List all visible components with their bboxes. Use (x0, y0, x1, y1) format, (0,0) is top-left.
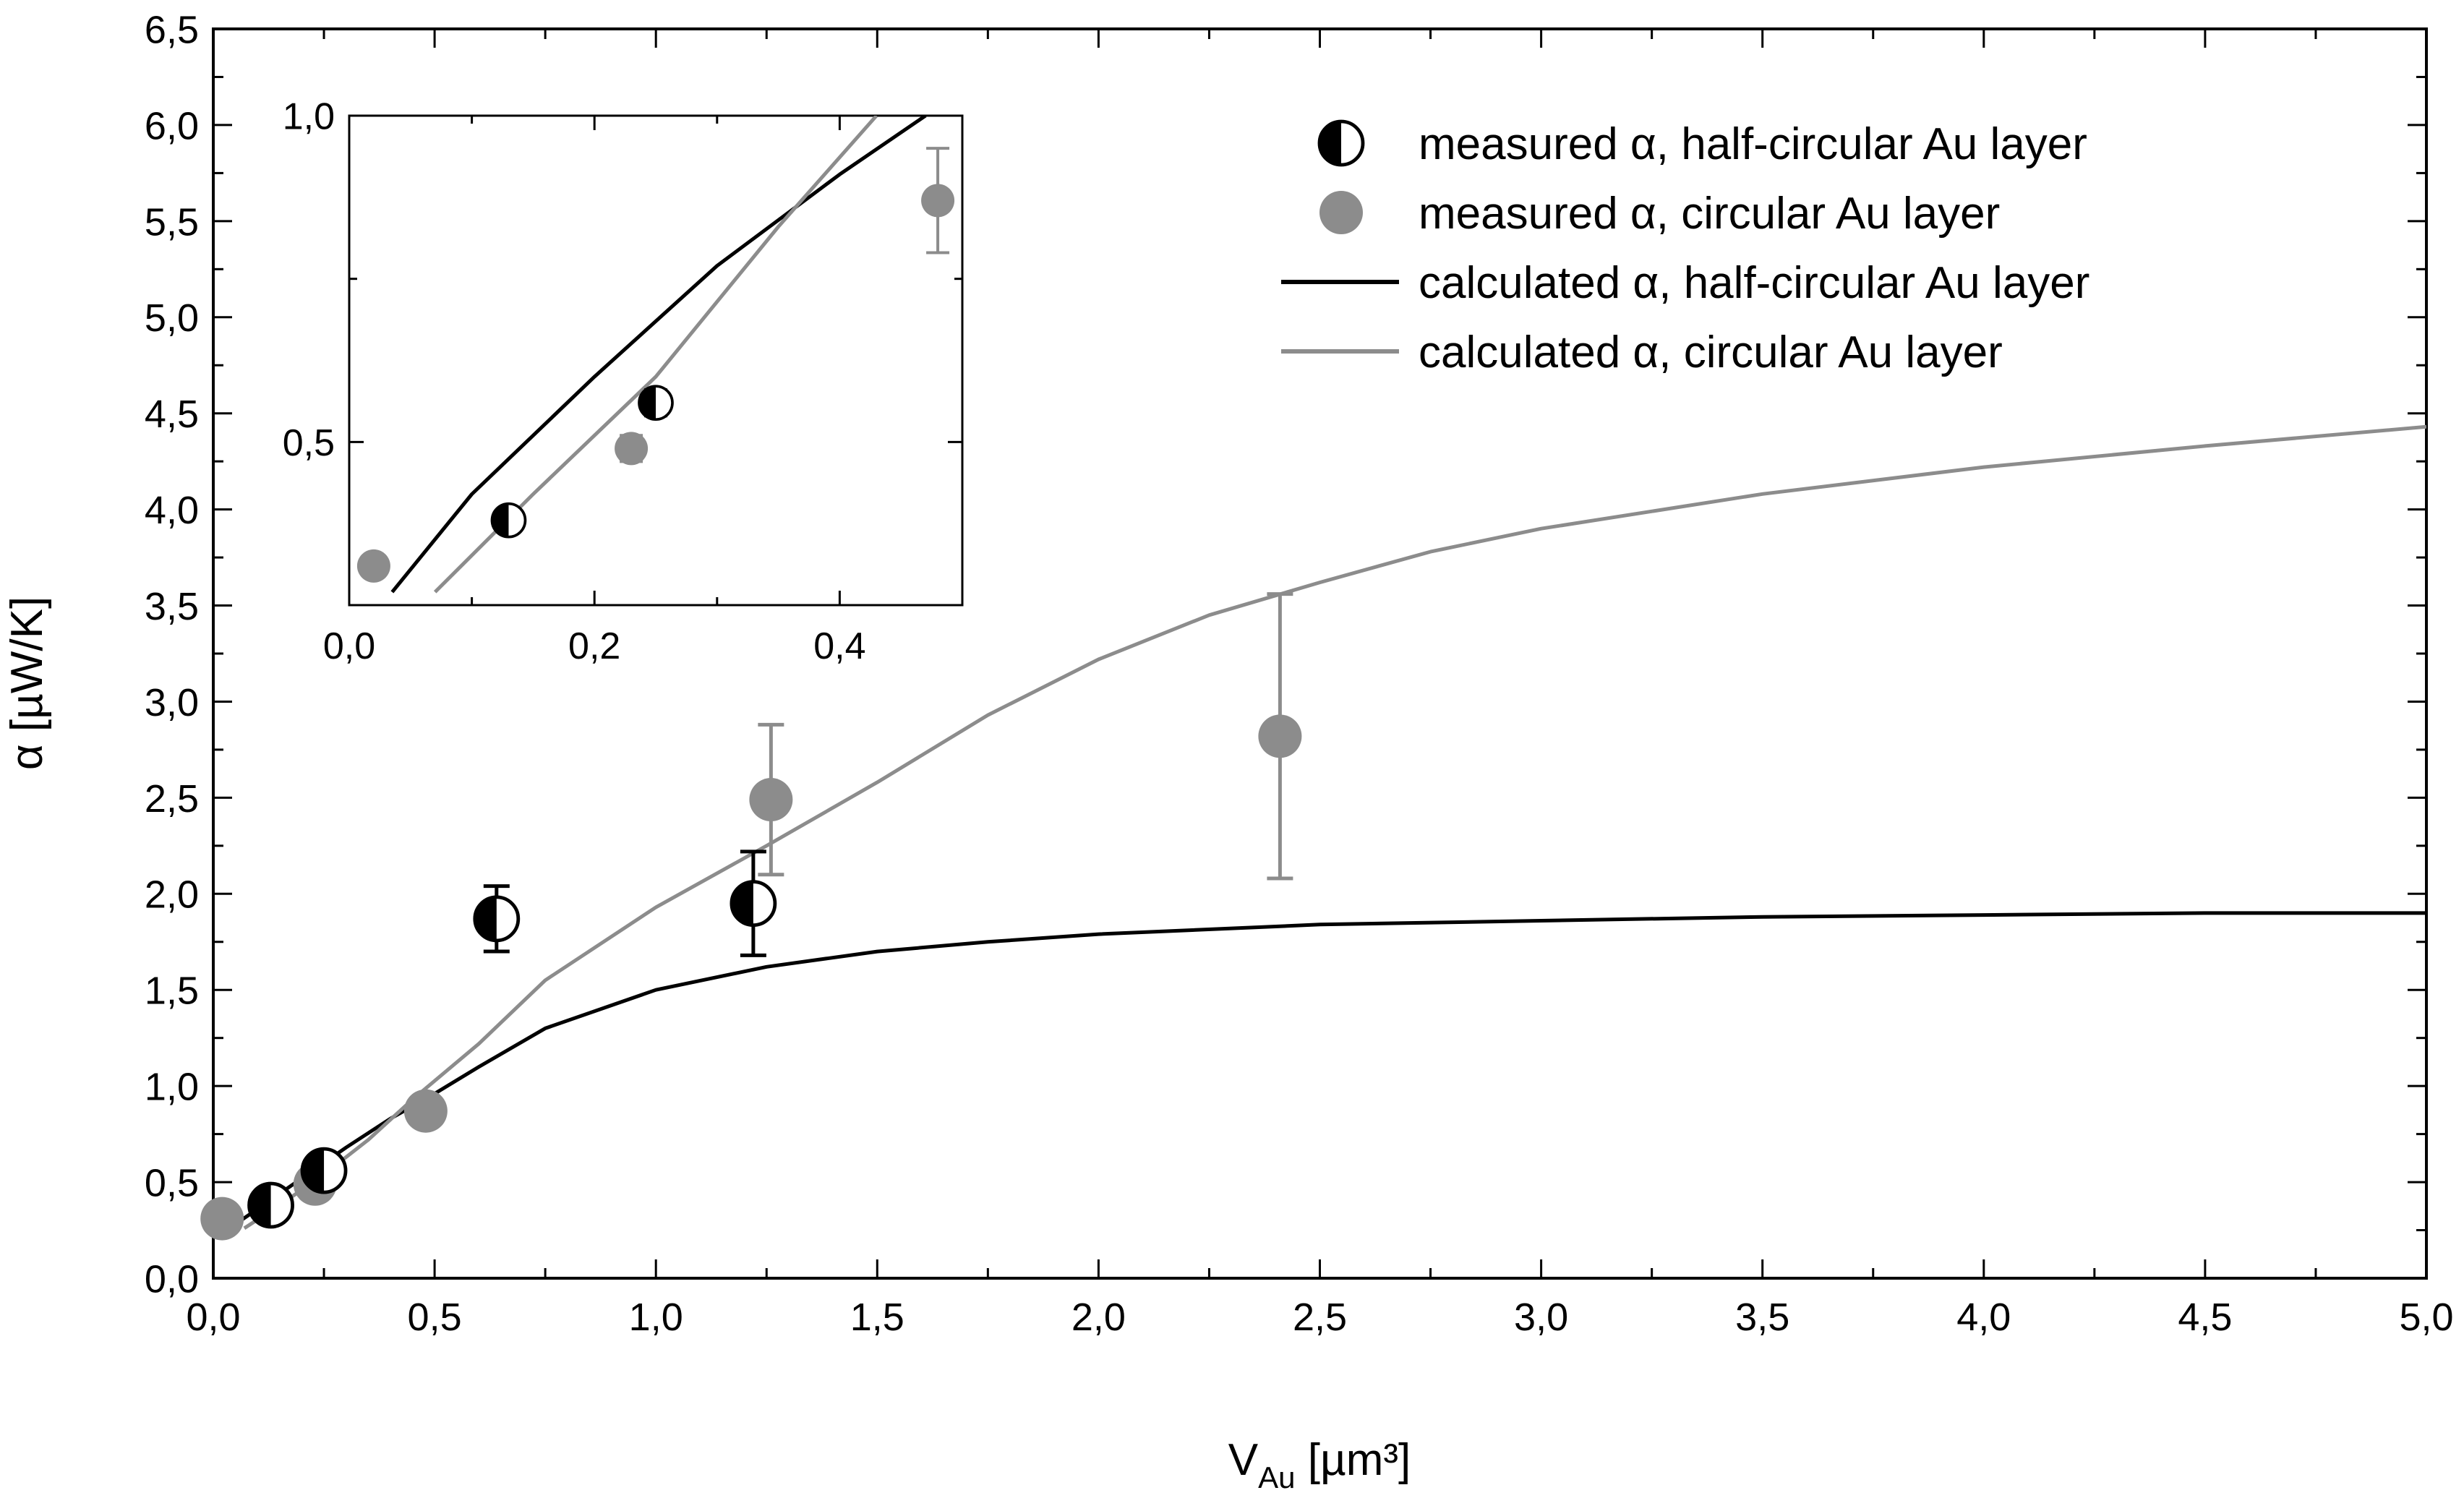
x-axis-title-sub: Au (1258, 1460, 1295, 1494)
main-series-line (243, 424, 2426, 1230)
x-axis-title: VAu [µm³] (1228, 1435, 1411, 1494)
legend-marker-swatch (1317, 119, 1365, 167)
inset-x-tick-label: 0,0 (323, 625, 375, 667)
main-data-point (473, 895, 521, 943)
inset-data-area (390, 116, 927, 594)
legend-entry-label: measured α, circular Au layer (1419, 189, 2000, 239)
inset-data-point (921, 184, 955, 218)
main-data-point-left-half (249, 1183, 271, 1227)
inset-plot: 0,0 0,2 0,4 0,5 1,0 (283, 96, 964, 667)
main-series-line (225, 911, 2426, 1232)
main-y-tick-label: 4,5 (145, 393, 199, 436)
inset-y-tick-label: 1,0 (283, 96, 335, 138)
main-x-tick-label: 2,5 (1293, 1296, 1347, 1339)
inset-x-tick-label: 0,2 (568, 625, 620, 667)
main-x-tick-label: 1,0 (629, 1296, 683, 1339)
legend-marker-swatch-left-half (1319, 121, 1341, 165)
main-data-point (749, 778, 793, 822)
main-data-point (403, 1089, 448, 1133)
main-data-point (1258, 714, 1302, 758)
inset-data-point (490, 502, 527, 539)
main-x-tick-label: 5,0 (2399, 1296, 2453, 1339)
main-y-tick-label: 0,5 (145, 1162, 199, 1205)
main-y-tick-label: 4,0 (145, 489, 199, 532)
main-data-point-left-half (731, 881, 753, 925)
main-y-tick-label: 3,5 (145, 585, 199, 628)
main-x-tick-label: 4,0 (1956, 1296, 2011, 1339)
legend: measured α, half-circular Au layer measur… (1281, 119, 2089, 377)
main-y-tick-label: 6,5 (145, 8, 199, 51)
main-x-tick-label: 1,5 (850, 1296, 904, 1339)
legend-entry-label: calculated α, circular Au layer (1419, 328, 2003, 377)
x-axis-title-unit: [µm³] (1296, 1435, 1411, 1485)
x-axis-title-var: V (1228, 1435, 1259, 1485)
inset-data-point-left-half (639, 386, 656, 420)
inset-series-line (390, 116, 927, 594)
main-y-tick-label: 1,5 (145, 970, 199, 1013)
main-y-tick-label: 3,0 (145, 681, 199, 724)
inset-x-tick-label: 0,4 (813, 625, 865, 667)
main-data-point-left-half (302, 1149, 325, 1193)
legend-entry-label: measured α, half-circular Au layer (1419, 119, 2087, 169)
legend-entry-label: calculated α, half-circular Au layer (1419, 258, 2089, 308)
inset-y-tick-label: 0,5 (283, 422, 335, 464)
inset-data-point (356, 549, 390, 583)
legend-marker-swatch (1319, 191, 1363, 234)
main-y-tick-label: 5,5 (145, 200, 199, 244)
y-axis-title: α [µW/K] (2, 596, 52, 770)
main-x-tick-label: 3,0 (1514, 1296, 1568, 1339)
main-x-tick-label: 4,5 (2178, 1296, 2232, 1339)
main-x-tick-label: 0,0 (186, 1296, 240, 1339)
main-data-point (247, 1181, 294, 1229)
inset-plot-frame (348, 114, 964, 607)
main-y-tick-label: 0,0 (145, 1257, 199, 1301)
main-data-point (730, 880, 777, 927)
inset-data-point (615, 432, 649, 466)
main-data-point (200, 1197, 244, 1241)
main-y-tick-label: 6,0 (145, 104, 199, 147)
inset-data-point (638, 385, 674, 421)
main-plot: 0,0 0,5 1,0 1,5 2,0 2,5 3,0 3,5 4,0 4,5 5,0 0,0 0,5 1… (2, 8, 2454, 1494)
main-x-tick-label: 3,5 (1735, 1296, 1789, 1339)
main-y-tick-label: 5,0 (145, 296, 199, 340)
main-x-tick-label: 0,5 (408, 1296, 462, 1339)
main-y-tick-label: 2,0 (145, 873, 199, 917)
main-data-point-left-half (474, 896, 497, 941)
main-x-tick-label: 2,0 (1071, 1296, 1126, 1339)
main-data-point (300, 1147, 348, 1194)
main-data-area (225, 424, 2426, 1232)
main-y-tick-label: 2,5 (145, 777, 199, 821)
inset-data-point-left-half (492, 503, 509, 537)
main-y-tick-label: 1,0 (145, 1066, 199, 1109)
